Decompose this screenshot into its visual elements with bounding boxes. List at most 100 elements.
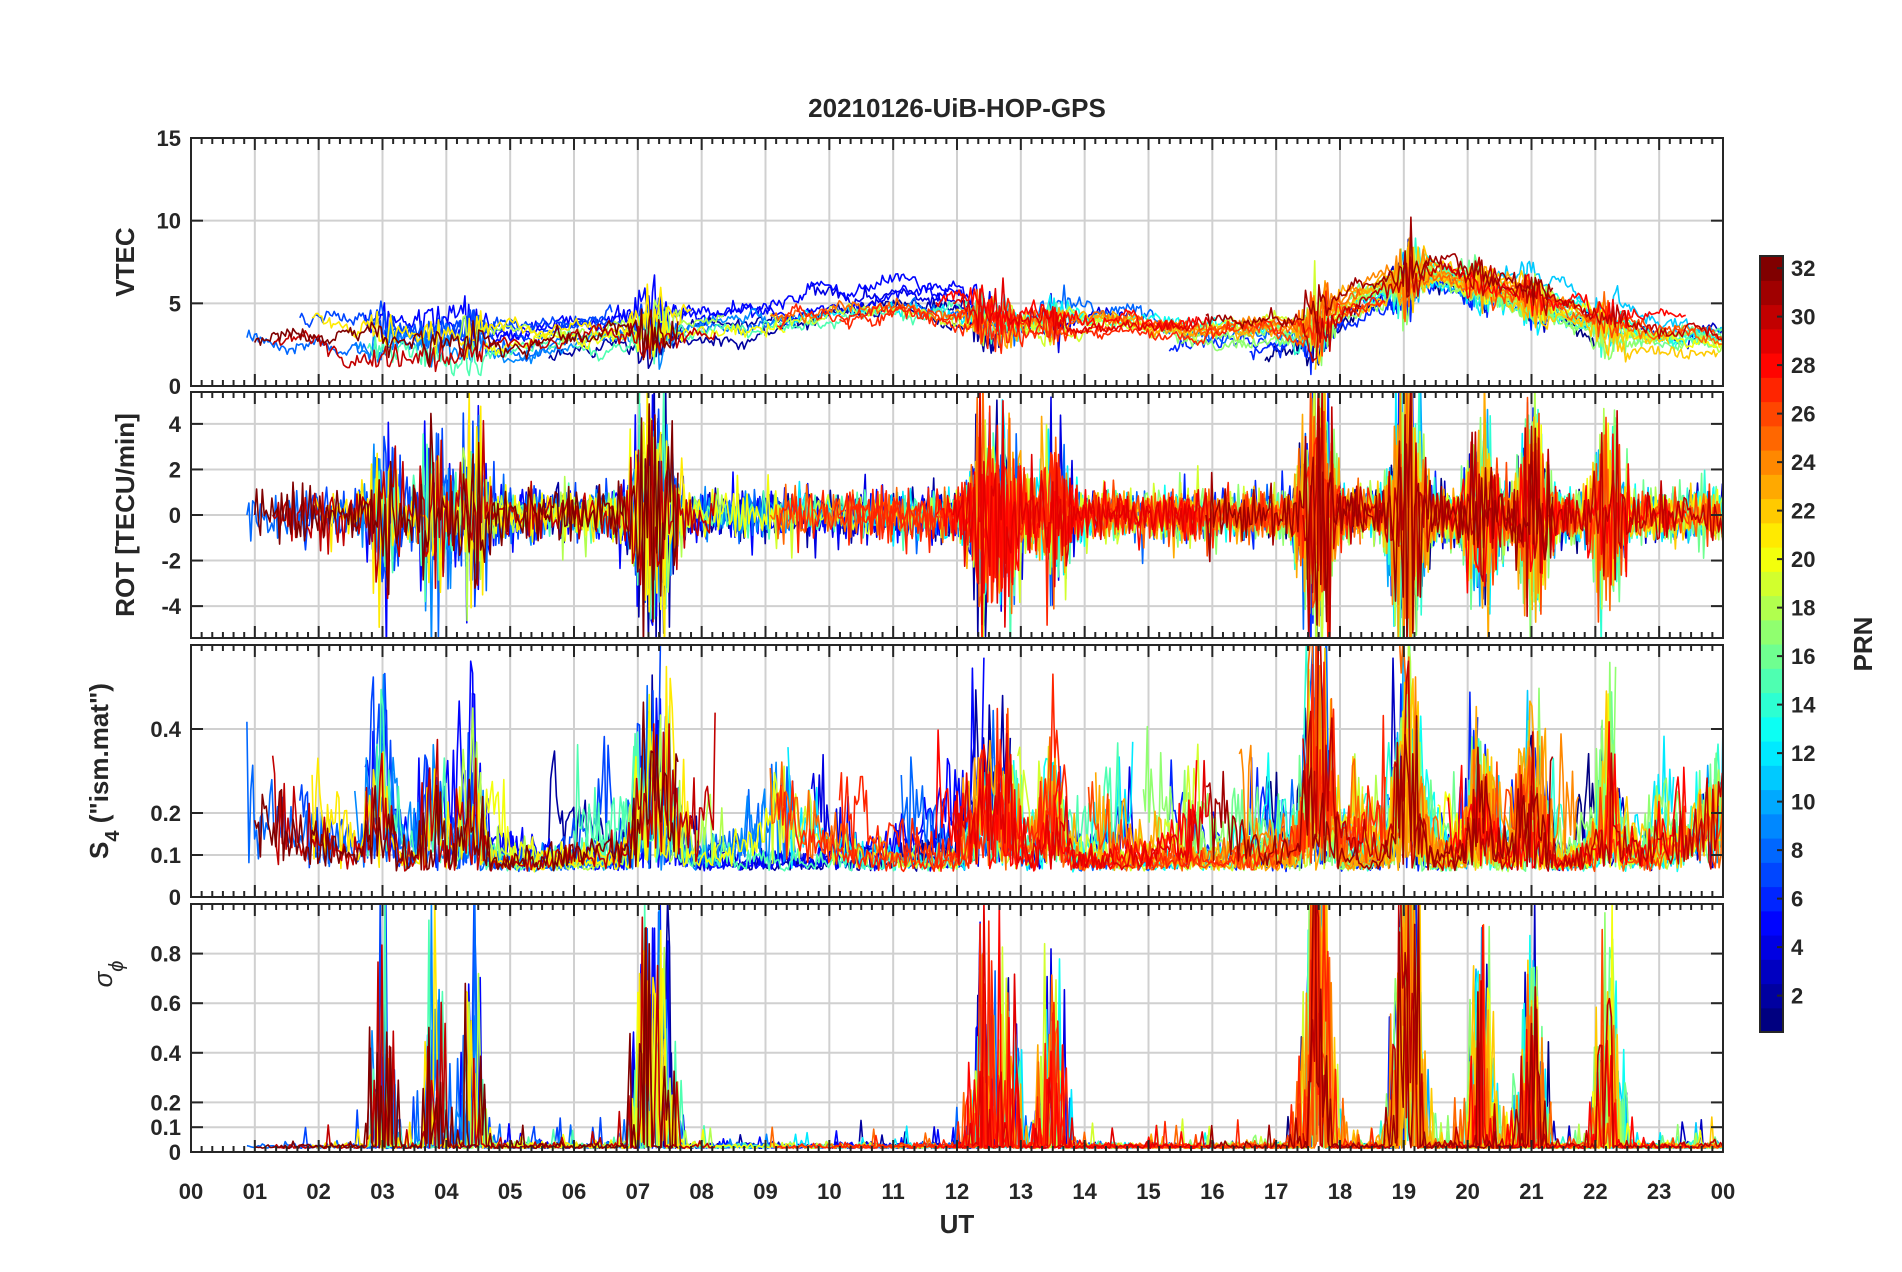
colorbar-segment-22 [1760,498,1783,524]
x-tick-label: 10 [817,1179,841,1204]
colorbar-segment-30 [1760,304,1783,330]
x-tick-label: 17 [1264,1179,1288,1204]
colorbar-label: PRN [1848,617,1878,672]
x-tick-label: 15 [1136,1179,1160,1204]
colorbar-tick-label: 16 [1791,644,1815,669]
x-tick-label: 02 [306,1179,330,1204]
colorbar-tick-label: 4 [1791,935,1804,960]
x-tick-label: 16 [1200,1179,1224,1204]
sigma-series-prn-31 [1205,904,1553,1150]
colorbar-segment-1 [1760,1007,1783,1033]
colorbar-segment-28 [1760,353,1783,378]
trace-layer [191,137,1723,1153]
s4-series-prn-30 [271,712,716,872]
colorbar-segment-23 [1760,474,1783,500]
colorbar-segment-24 [1760,450,1783,475]
colorbar-frame [1759,255,1784,1033]
x-tick-label: 08 [689,1179,713,1204]
colorbar-tick-label: 24 [1791,450,1816,475]
y-label-s4: S4 ("ism.mat") [84,683,124,859]
y-tick-label-sigma: 0.1 [150,1115,181,1140]
traces-s4 [246,645,1723,873]
s4-series-prn-18 [456,707,725,871]
colorbar-segment-12 [1760,741,1783,766]
colorbar-segment-7 [1760,862,1783,888]
y-axis-labels: VTEC ROT [TECU/min] S4 ("ism.mat") σϕ [84,227,140,987]
y-tick-label-rot: 2 [169,457,181,482]
x-tick-label: 23 [1647,1179,1671,1204]
y-tick-label-rot: 4 [169,412,182,437]
y-label-s4-part: 4 [102,830,124,842]
s4-series-prn-32 [253,701,679,872]
x-tick-label: 00 [1711,1179,1735,1204]
sigma-series-prn-30 [272,916,716,1150]
x-tick-label: 11 [882,1179,905,1204]
colorbar-segment-2 [1760,983,1783,1009]
x-tick-label: 06 [562,1179,586,1204]
colorbar-tick-label: 10 [1791,790,1815,815]
colorbar-tick-label: 2 [1791,984,1803,1009]
x-tick-label: 21 [1519,1179,1543,1204]
x-axis-label: UT [940,1209,975,1239]
y-tick-label-vtec: 10 [157,209,181,234]
s4-series-prn-29 [952,732,1211,871]
s4-series-prn-15 [366,688,641,872]
colorbar-tick-label: 8 [1791,838,1803,863]
colorbar-segment-3 [1760,959,1783,985]
x-tick-label: 20 [1455,1179,1479,1204]
traces-sigma [246,904,1723,1150]
colorbar-segment-21 [1760,522,1783,548]
y-tick-label-vtec: 0 [169,374,181,399]
y-label-vtec: VTEC [110,227,140,297]
y-label-vtec-part: VTEC [110,227,140,297]
x-tick-label: 14 [1072,1179,1097,1204]
y-tick-label-rot: -2 [161,549,181,574]
rot-series-prn-21 [311,392,693,638]
colorbar-segment-6 [1760,886,1783,912]
colorbar-segment-15 [1760,668,1783,694]
vtec-series-prn-19 [770,293,1201,347]
y-tick-label-sigma: 0 [169,1140,181,1165]
rot-series-prn-31 [1205,392,1554,638]
y-tick-label-vtec: 15 [157,126,181,151]
colorbar-segment-13 [1760,716,1783,742]
rot-series-prn-32 [253,403,679,638]
y-label-rot-part: ROT [TECU/min] [110,413,140,617]
y-label-sigma: σϕ [88,961,128,988]
y-tick-label-vtec: 5 [169,291,181,316]
y-tick-label-sigma: 0.2 [150,1090,181,1115]
y-tick-label-sigma: 0.4 [150,1041,181,1066]
x-tick-labels: 00 01 02 03 04 05 06 07 08 09 10 11 12 13 14 15 16 17 18 19… [179,1179,1735,1204]
s4-series-prn-20 [483,693,787,873]
colorbar-tick-label: 30 [1791,305,1815,330]
colorbar-tick-label: 28 [1791,353,1815,378]
colorbar-segment-10 [1760,789,1783,815]
colorbar-segment-16 [1760,644,1783,669]
rot-series-prn-27 [838,437,1386,638]
s4-series-prn-30 [1302,645,1723,872]
y-tick-label-s4: 0.2 [150,801,181,826]
colorbar-segment-32 [1760,256,1783,281]
vtec-series-prn-20 [483,310,786,358]
colorbar-tick-label: 14 [1791,693,1816,718]
x-tick-label: 07 [626,1179,650,1204]
y-tick-label-s4: 0.1 [150,843,181,868]
rot-series-prn-29 [952,392,1211,628]
y-tick-label-sigma: 0.8 [150,942,181,967]
y-label-sigma-part: σ [88,970,118,987]
colorbar-segment-20 [1760,547,1783,572]
y-tick-label-s4: 0 [169,885,181,910]
colorbar-segment-9 [1760,813,1783,839]
x-tick-label: 13 [1009,1179,1033,1204]
colorbar-segment-31 [1760,280,1783,306]
s4-series-prn-28 [935,729,1198,872]
y-tick-label-sigma: 0.6 [150,991,181,1016]
vtec-series-prn-5 [445,273,985,353]
traces-vtec [246,216,1723,377]
vtec-series-prn-30 [272,322,716,373]
x-tick-label: 01 [243,1179,267,1204]
sigma-series-prn-32 [254,927,679,1150]
